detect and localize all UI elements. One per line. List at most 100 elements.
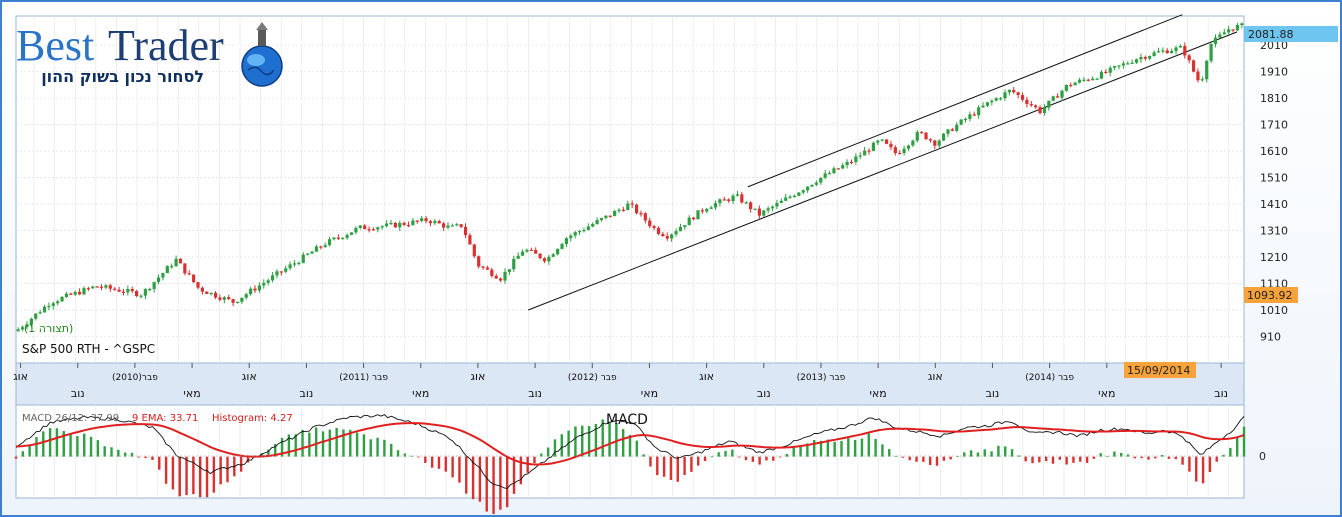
macd-hist-bar: [14, 456, 18, 459]
macd-hist-bar: [949, 456, 952, 460]
x-tick-label: אוג: [699, 370, 714, 383]
macd-hist-bar: [976, 452, 980, 457]
macd-hist-bar: [390, 443, 393, 457]
x-tick-label: נוב: [300, 387, 314, 400]
macd-hist-bar: [96, 440, 100, 457]
macd-hist-bar: [969, 450, 973, 457]
macd-hist-bar: [615, 423, 618, 457]
candle-body: [481, 266, 485, 268]
macd-hist-bar: [935, 456, 939, 466]
candle-body: [770, 206, 775, 209]
macd-hist-bar: [103, 446, 106, 457]
candle-body: [928, 139, 933, 141]
macd-hist-bar: [376, 437, 379, 457]
candle-body: [797, 192, 801, 196]
candle-body: [766, 208, 770, 211]
macd-hist-bar: [151, 456, 154, 460]
macd-hist-bar: [847, 438, 850, 457]
macd-histogram: [14, 419, 1246, 515]
x-tick-label: אוג: [242, 370, 257, 383]
candle-body: [415, 220, 419, 222]
macd-hist-bar: [492, 456, 495, 515]
candle-body: [135, 291, 139, 297]
macd-hist-bar: [1024, 456, 1027, 462]
candle-body: [161, 273, 165, 278]
macd-hist-bar: [260, 453, 263, 457]
x-tick-label: מאי: [1098, 387, 1115, 400]
candle-body: [1020, 95, 1025, 100]
candle-body: [577, 231, 582, 233]
candle-body: [323, 245, 327, 247]
candle-body: [792, 195, 797, 198]
macd-title: MACD: [606, 412, 648, 428]
candle-body: [108, 285, 112, 289]
candle-body: [389, 222, 393, 225]
candle-body: [306, 253, 310, 255]
candle-body: [113, 288, 117, 290]
macd-hist-bar: [1181, 456, 1184, 465]
macd-hist-bar: [369, 439, 372, 457]
candle-body: [1143, 57, 1147, 59]
candle-body: [332, 237, 336, 240]
macd-hist-bar: [751, 456, 754, 462]
candle-body: [876, 140, 880, 143]
macd-hist-bar: [410, 455, 413, 457]
macd-hist-bar: [628, 434, 632, 457]
candle-body: [1104, 71, 1108, 74]
macd-hist-bar: [983, 449, 986, 457]
candle-body: [744, 202, 748, 204]
macd-legend-line: MACD 26/12: 37.99: [22, 413, 119, 424]
candle-body: [670, 234, 674, 239]
candle-body: [1235, 25, 1240, 31]
macd-hist-bar: [171, 456, 175, 490]
y-tick-label: 1010: [1260, 304, 1288, 317]
macd-hist-bar: [1120, 452, 1123, 457]
macd-hist-bar: [574, 426, 577, 457]
candle-body: [520, 251, 525, 256]
candle-body: [841, 165, 845, 169]
candle-body: [665, 235, 669, 239]
candle-body: [152, 282, 156, 289]
macd-zero-label: 0: [1259, 450, 1266, 463]
candle-body: [249, 288, 253, 295]
candle-body: [1042, 107, 1047, 113]
macd-hist-bar: [1079, 456, 1082, 462]
candle-body: [60, 296, 64, 302]
macd-hist-bar: [55, 428, 59, 457]
macd-hist-bar: [506, 456, 509, 508]
macd-hist-bar: [915, 456, 918, 462]
macd-hist-bar: [199, 456, 202, 498]
candle-body: [955, 124, 959, 131]
candle-body: [231, 299, 235, 303]
candle-body: [200, 287, 204, 292]
candle-body: [749, 202, 753, 210]
macd-hist-bar: [1099, 453, 1102, 457]
macd-hist-bar: [424, 456, 427, 463]
candle-body: [262, 282, 266, 286]
trendline: [747, 14, 1183, 188]
candle-body: [933, 140, 937, 146]
candle-body: [512, 258, 516, 270]
macd-hist-bar: [840, 440, 843, 457]
macd-hist-bar: [1058, 456, 1061, 460]
macd-hist-bar: [1201, 456, 1205, 484]
macd-hist-bar: [1017, 455, 1021, 457]
candle-body: [297, 262, 301, 265]
macd-hist-bar: [512, 456, 516, 494]
candle-body: [547, 256, 551, 262]
candle-body: [678, 226, 683, 232]
x-tick-label: נוב: [986, 387, 1000, 400]
candle-body: [652, 226, 656, 228]
candle-body: [959, 119, 963, 125]
candle-body: [406, 224, 411, 227]
candle-body: [1165, 50, 1169, 54]
y-tick-label: 2010: [1260, 39, 1288, 52]
y-tick-label: 910: [1260, 331, 1281, 344]
candle-body: [1134, 59, 1139, 63]
macd-hist-bar: [362, 434, 366, 457]
candle-body: [1029, 104, 1033, 106]
candle-body: [1191, 60, 1196, 72]
candle-body: [270, 275, 275, 281]
candle-body: [705, 208, 709, 212]
